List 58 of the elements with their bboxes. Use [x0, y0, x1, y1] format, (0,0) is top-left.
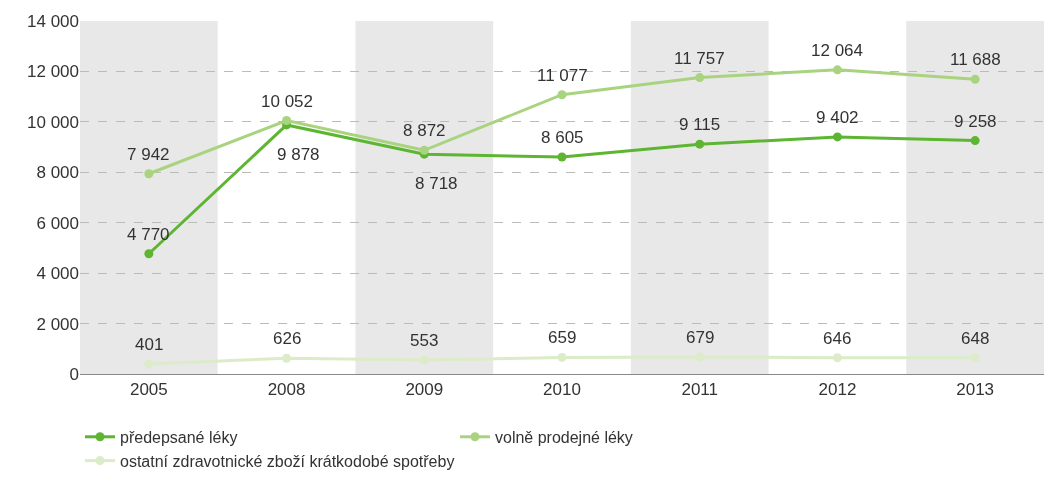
point — [832, 65, 842, 75]
data-label: 8 872 — [403, 121, 446, 140]
point — [695, 352, 705, 362]
data-label: 11 757 — [674, 49, 725, 68]
point — [970, 136, 980, 146]
data-label: 11 688 — [950, 50, 1001, 69]
point — [970, 74, 980, 84]
data-label: 626 — [273, 329, 302, 348]
x-tick-label: 2010 — [543, 380, 581, 400]
data-label: 401 — [135, 335, 164, 354]
legend-label: předepsané léky — [120, 429, 238, 447]
point — [419, 145, 429, 155]
data-label: 553 — [410, 331, 439, 350]
point — [557, 90, 567, 100]
legend-label: volně prodejné léky — [495, 429, 633, 447]
data-label: 8 605 — [541, 128, 584, 147]
x-tick-label: 2005 — [129, 380, 168, 400]
data-label: 659 — [548, 328, 577, 347]
data-label: 9 878 — [277, 145, 320, 164]
x-tick-label: 2013 — [956, 380, 995, 400]
data-label: 11 077 — [537, 66, 588, 85]
data-label: 646 — [823, 329, 852, 348]
point — [282, 353, 292, 363]
data-label: 8 718 — [415, 174, 458, 193]
legend-label: ostatní zdravotnické zboží krátkodobé spotřeby — [120, 452, 455, 470]
y-tick-label: 14 000 — [27, 11, 79, 31]
y-tick-label: 10 000 — [27, 112, 79, 132]
point — [832, 132, 842, 142]
point — [144, 249, 154, 259]
y-tick-label: 12 000 — [27, 62, 79, 82]
y-tick-label: 4 000 — [36, 264, 79, 284]
data-label: 10 052 — [261, 92, 313, 111]
y-tick-label: 0 — [69, 364, 79, 384]
data-label: 12 064 — [811, 41, 863, 60]
point — [695, 139, 705, 149]
x-tick-label: 2011 — [681, 380, 718, 400]
data-label: 7 942 — [127, 145, 170, 164]
data-label: 9 402 — [816, 108, 859, 127]
point — [695, 73, 705, 83]
data-label: 9 258 — [954, 112, 997, 131]
data-label: 4 770 — [127, 225, 170, 244]
point — [970, 353, 980, 363]
data-label: 9 115 — [679, 115, 721, 134]
x-tick-label: 2008 — [267, 380, 306, 400]
x-tick-label: 2012 — [818, 380, 857, 400]
y-tick-label: 2 000 — [36, 314, 79, 334]
data-label: 648 — [961, 329, 990, 348]
y-tick-label: 6 000 — [36, 213, 79, 233]
y-tick-label: 8 000 — [36, 163, 79, 183]
point — [557, 352, 567, 362]
point — [419, 355, 429, 365]
point — [144, 359, 154, 369]
data-label: 679 — [686, 328, 715, 347]
x-tick-label: 2009 — [405, 380, 444, 400]
point — [144, 169, 154, 179]
point — [282, 116, 292, 126]
point — [557, 152, 567, 162]
point — [832, 353, 842, 363]
